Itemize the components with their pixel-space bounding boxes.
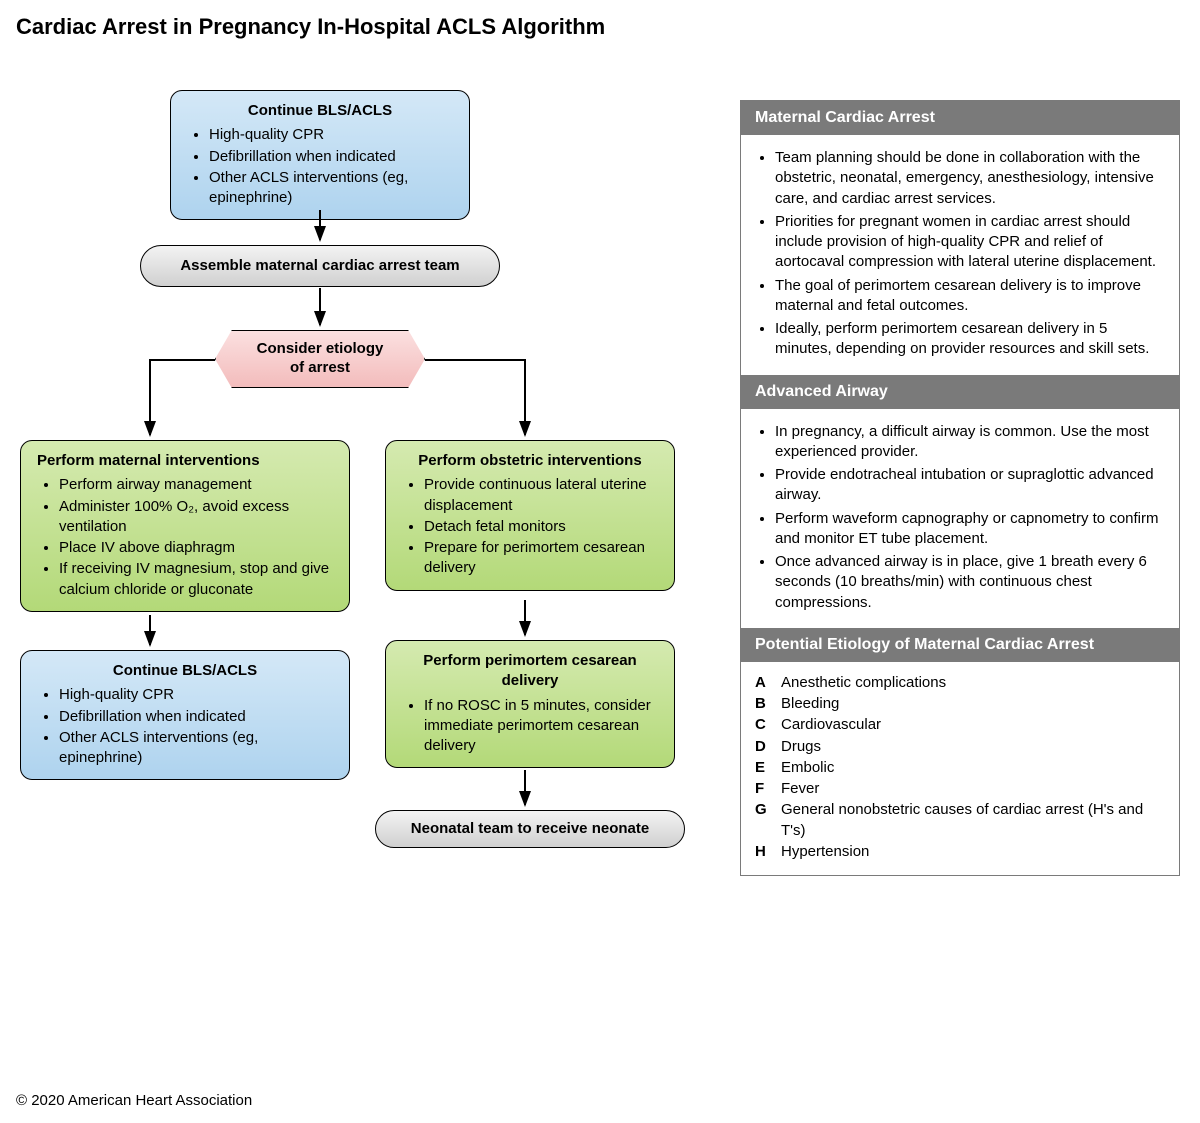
node-title: Continue BLS/ACLS xyxy=(187,101,453,121)
node-label: Neonatal team to receive neonate xyxy=(411,820,649,837)
list-item: Once advanced airway is in place, give 1… xyxy=(775,552,1165,613)
node-neonatal-team: Neonatal team to receive neonate xyxy=(375,810,685,848)
list-item: Prepare for perimortem cesarean delivery xyxy=(424,538,658,579)
list-item: Defibrillation when indicated xyxy=(209,147,453,167)
list-item: If no ROSC in 5 minutes, consider immedi… xyxy=(424,696,658,757)
list-item: Ideally, perform perimortem cesarean del… xyxy=(775,319,1165,360)
flowchart: Continue BLS/ACLS High-quality CPR Defib… xyxy=(20,90,700,1050)
etiology-row: BBleeding xyxy=(755,694,1165,714)
list-item: Team planning should be done in collabor… xyxy=(775,148,1165,209)
node-maternal-interventions: Perform maternal interventions Perform a… xyxy=(20,440,350,612)
list-item: Place IV above diaphragm xyxy=(59,538,333,558)
list-item: High-quality CPR xyxy=(209,125,453,145)
list-item: Perform waveform capnography or capnomet… xyxy=(775,509,1165,550)
node-perimortem-cesarean: Perform perimortem cesarean delivery If … xyxy=(385,640,675,768)
sidebar-header-airway: Advanced Airway xyxy=(741,375,1179,409)
list-item: The goal of perimortem cesarean delivery… xyxy=(775,276,1165,317)
node-list: Provide continuous lateral uterine displ… xyxy=(402,475,658,578)
list-item: If receiving IV magnesium, stop and give… xyxy=(59,559,333,600)
list-item: Other ACLS interventions (eg, epinephrin… xyxy=(59,728,333,769)
node-continue-bls-2: Continue BLS/ACLS High-quality CPR Defib… xyxy=(20,650,350,780)
list-item: Detach fetal monitors xyxy=(424,517,658,537)
node-label: Assemble maternal cardiac arrest team xyxy=(180,257,459,274)
node-consider-etiology: Consider etiologyof arrest xyxy=(215,330,425,388)
node-list: If no ROSC in 5 minutes, consider immedi… xyxy=(402,696,658,757)
node-obstetric-interventions: Perform obstetric interventions Provide … xyxy=(385,440,675,591)
node-continue-bls-1: Continue BLS/ACLS High-quality CPR Defib… xyxy=(170,90,470,220)
sidebar-body-etiology: AAnesthetic complications BBleeding CCar… xyxy=(741,662,1179,875)
etiology-row: FFever xyxy=(755,779,1165,799)
node-label: Consider etiologyof arrest xyxy=(257,340,384,378)
sidebar-header-etiology: Potential Etiology of Maternal Cardiac A… xyxy=(741,628,1179,662)
node-list: Perform airway management Administer 100… xyxy=(37,475,333,600)
list-item: Defibrillation when indicated xyxy=(59,707,333,727)
node-title: Perform perimortem cesarean delivery xyxy=(402,651,658,692)
etiology-row: CCardiovascular xyxy=(755,715,1165,735)
list-item: Administer 100% O₂, avoid excess ventila… xyxy=(59,497,333,538)
node-title: Continue BLS/ACLS xyxy=(37,661,333,681)
node-title: Perform maternal interventions xyxy=(37,451,333,471)
sidebar-body-airway: In pregnancy, a difficult airway is comm… xyxy=(741,409,1179,628)
list-item: Provide endotracheal intubation or supra… xyxy=(775,465,1165,506)
sidebar-header-maternal: Maternal Cardiac Arrest xyxy=(741,101,1179,135)
node-title: Perform obstetric interventions xyxy=(402,451,658,471)
sidebar: Maternal Cardiac Arrest Team planning sh… xyxy=(740,100,1180,876)
list-item: Other ACLS interventions (eg, epinephrin… xyxy=(209,168,453,209)
node-list: High-quality CPR Defibrillation when ind… xyxy=(187,125,453,208)
copyright: © 2020 American Heart Association xyxy=(16,1092,252,1109)
etiology-row: HHypertension xyxy=(755,842,1165,862)
page-title: Cardiac Arrest in Pregnancy In-Hospital … xyxy=(16,14,605,40)
sidebar-body-maternal: Team planning should be done in collabor… xyxy=(741,135,1179,375)
list-item: Perform airway management xyxy=(59,475,333,495)
list-item: In pregnancy, a difficult airway is comm… xyxy=(775,422,1165,463)
list-item: High-quality CPR xyxy=(59,685,333,705)
list-item: Provide continuous lateral uterine displ… xyxy=(424,475,658,516)
etiology-row: GGeneral nonobstetric causes of cardiac … xyxy=(755,800,1165,841)
node-assemble-team: Assemble maternal cardiac arrest team xyxy=(140,245,500,287)
etiology-row: AAnesthetic complications xyxy=(755,673,1165,693)
node-list: High-quality CPR Defibrillation when ind… xyxy=(37,685,333,768)
etiology-row: EEmbolic xyxy=(755,758,1165,778)
list-item: Priorities for pregnant women in cardiac… xyxy=(775,212,1165,273)
etiology-row: DDrugs xyxy=(755,737,1165,757)
